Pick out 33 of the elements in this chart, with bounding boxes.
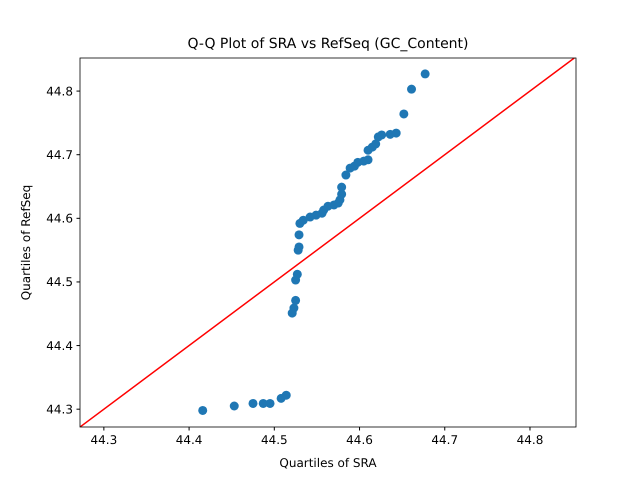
y-tick-label: 44.6 xyxy=(46,212,73,226)
x-tick-label: 44.6 xyxy=(346,433,373,447)
x-tick-label: 44.4 xyxy=(176,433,202,447)
point xyxy=(407,84,416,94)
chart-title: Q-Q Plot of SRA vs RefSeq (GC_Content) xyxy=(187,36,469,52)
x-tick-label: 44.3 xyxy=(90,433,118,447)
point xyxy=(294,230,304,240)
x-tick-label: 44.8 xyxy=(516,433,544,447)
point xyxy=(399,109,408,118)
point xyxy=(337,182,346,192)
point xyxy=(266,398,275,408)
point xyxy=(282,390,291,400)
point xyxy=(341,170,350,180)
x-tick-label: 44.7 xyxy=(431,433,458,447)
point xyxy=(291,296,300,305)
x-tick-label: 44.5 xyxy=(260,433,288,447)
y-tick-label: 44.8 xyxy=(46,84,73,98)
point xyxy=(392,128,401,138)
point xyxy=(377,130,386,140)
y-tick-label: 44.4 xyxy=(46,338,73,353)
y-tick-label: 44.3 xyxy=(46,402,73,416)
point xyxy=(230,402,239,411)
x-axis-title: Quartiles of SRA xyxy=(279,456,378,470)
y-tick-label: 44.5 xyxy=(46,275,73,290)
point xyxy=(248,398,258,408)
point xyxy=(289,304,298,313)
point xyxy=(371,139,380,148)
point xyxy=(364,155,373,164)
y-tick-label: 44.7 xyxy=(46,148,73,162)
y-axis-title: Quartiles of RefSeq xyxy=(19,184,33,300)
point xyxy=(198,406,208,415)
point xyxy=(420,69,430,78)
point xyxy=(292,270,302,279)
